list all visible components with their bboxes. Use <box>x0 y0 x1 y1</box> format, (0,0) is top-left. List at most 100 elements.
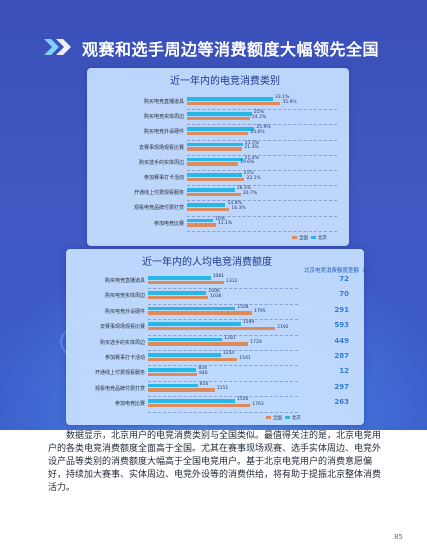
category-label: 去赛事现场观看比赛 <box>138 144 184 151</box>
bar-national <box>187 131 249 136</box>
row-divider <box>148 396 298 398</box>
chart-title: 近一年内的电竞消费类别 <box>170 76 280 87</box>
category-label: 购买电竞外设硬件 <box>143 129 184 136</box>
bar-national <box>148 311 253 315</box>
row-divider <box>187 170 337 171</box>
bar-beijing <box>187 112 252 116</box>
value-label-beijing: 1281 <box>224 335 236 341</box>
value-label-national: 846 <box>199 370 208 376</box>
difference-value: 12 <box>339 367 349 376</box>
row-divider <box>187 139 337 141</box>
value-label-beijing: 1081 <box>212 274 225 279</box>
value-label-beijing: 1500 <box>237 397 249 403</box>
bar-national <box>187 116 250 121</box>
legend-swatch-beijing <box>310 236 316 239</box>
chevron-icon <box>44 39 71 55</box>
chart-spending: 购买电竞直播道具 1081 1312 72 购买电竞实体周边 1006 1036 70 购买电竞… <box>66 249 364 425</box>
row-divider <box>187 124 337 126</box>
value-label-national: 21.3% <box>244 145 259 151</box>
value-label-national: 16.3% <box>231 205 246 211</box>
category-label: 参加赛事打卡活动 <box>104 355 145 361</box>
value-label-national: 1763 <box>252 401 264 407</box>
legend-swatch-national <box>292 236 297 239</box>
row-divider <box>187 230 337 232</box>
value-label-beijing: 25% <box>254 110 265 116</box>
bar-national <box>148 326 276 331</box>
category-label: 购买电竞外设硬件 <box>104 308 145 315</box>
legend: 全国 北京 <box>266 415 301 421</box>
bar-beijing <box>187 203 226 207</box>
value-label-national: 35.9% <box>282 99 297 105</box>
difference-value: 70 <box>339 290 349 299</box>
bar-beijing <box>148 322 241 326</box>
bar-national <box>148 388 215 392</box>
row-divider <box>148 334 298 336</box>
bar-beijing <box>187 218 213 223</box>
body-paragraph: 数据显示，北京用户的电竞消费类别与全国类似。最值得关注的是，北京电竞用户的各类电… <box>48 431 382 493</box>
difference-value: 287 <box>334 352 349 360</box>
bar-national <box>148 280 225 284</box>
bar-national <box>187 147 243 151</box>
bar-national <box>187 223 216 227</box>
value-label-beijing: 18.3% <box>236 186 251 192</box>
legend-label-beijing: 北京 <box>291 416 301 421</box>
category-label: 参加赛事打卡活动 <box>143 175 184 181</box>
category-label: 购买电竞实体周边 <box>104 293 145 300</box>
bar-beijing <box>187 127 255 131</box>
value-label-beijing: 1254 <box>222 351 235 356</box>
category-label: 购买电竞直播道具 <box>104 278 145 284</box>
value-label-beijing: 21.4% <box>244 155 259 161</box>
bar-beijing <box>187 157 243 162</box>
chart-title: 近一年内的人均电竞消费额度 <box>142 257 272 268</box>
difference-value: 297 <box>334 382 349 391</box>
chart-panel-categories: 近一年内的电竞消费类别 购买电竞直播道具 33.1% 35.9% 购买电竞实体周边 25… <box>87 68 349 246</box>
bar-national <box>187 177 245 181</box>
bar-national <box>187 162 238 166</box>
value-label-national: 19.6% <box>239 160 255 166</box>
bar-beijing <box>187 142 243 147</box>
bar-beijing <box>148 291 207 295</box>
category-label: 开通线上付费观看服务 <box>94 370 145 377</box>
value-label-national: 24.2% <box>251 114 267 120</box>
row-divider <box>187 185 337 187</box>
category-label: 购买电竞实体周边 <box>143 114 184 121</box>
bar-national <box>187 207 230 212</box>
row-divider <box>148 365 298 367</box>
value-label-national: 2192 <box>277 324 289 330</box>
row-divider <box>187 109 337 111</box>
bar-national <box>148 403 251 408</box>
row-divider <box>148 411 298 413</box>
category-label: 去赛事现场观看比赛 <box>99 324 145 331</box>
value-label-beijing: 21% <box>243 171 254 176</box>
bar-beijing <box>187 173 242 177</box>
bar-beijing <box>148 353 221 357</box>
bar-national <box>148 342 249 346</box>
bar-national <box>148 357 238 361</box>
value-label-national: 11.1% <box>217 221 233 227</box>
row-divider <box>148 380 298 382</box>
row-divider <box>148 303 298 305</box>
bar-national <box>148 295 209 300</box>
value-label-national: 1151 <box>216 386 229 392</box>
value-label-beijing: 33.1% <box>275 95 290 100</box>
difference-value: 291 <box>334 305 349 314</box>
legend-label-national: 全国 <box>299 236 308 241</box>
chart-panel-spending: 近一年内的人均电竞消费额度 北京电竞消费额度差额（元） 购买电竞直播道具 1081… <box>66 249 376 425</box>
category-label: 开通线上付费观看服务 <box>133 190 184 197</box>
bar-beijing <box>148 306 236 311</box>
legend-label-national: 全国 <box>273 416 282 421</box>
value-label-national: 1795 <box>254 309 266 315</box>
category-label: 观看电竞品牌付费打赏 <box>133 205 184 212</box>
row-divider <box>187 215 337 217</box>
bar-beijing <box>148 337 223 342</box>
bar-national <box>148 372 198 377</box>
value-label-national: 1036 <box>210 293 222 299</box>
bar-beijing <box>187 97 274 101</box>
difference-value: 72 <box>339 275 349 283</box>
bar-beijing <box>148 399 235 403</box>
bar-beijing <box>148 383 198 388</box>
value-label-beijing: 10% <box>215 216 226 222</box>
value-label-beijing: 21.5% <box>244 140 260 146</box>
legend-swatch-national <box>266 416 271 419</box>
category-label: 参加电竞比赛 <box>114 401 145 408</box>
